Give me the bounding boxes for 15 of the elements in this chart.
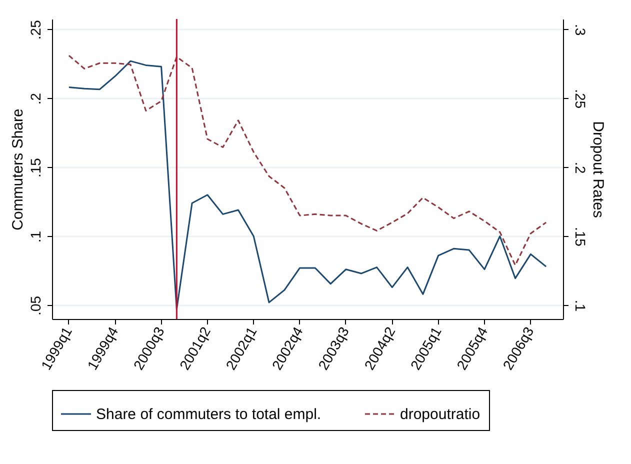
y2-tick-label: .25 (572, 89, 588, 109)
y2-tick-label: .1 (572, 300, 588, 312)
y-tick-label: .05 (28, 296, 44, 316)
y2-axis-title: Dropout Rates (590, 121, 606, 218)
y2-tick-label: .3 (572, 24, 588, 36)
y-axis-title: Commuters Share (10, 108, 26, 230)
legend-label: Share of commuters to total empl. (96, 406, 322, 423)
y-tick-label: .2 (28, 92, 44, 105)
y-tick-label: .15 (28, 158, 44, 178)
y2-tick-label: .15 (572, 227, 588, 247)
line-series (68, 54, 547, 266)
y-tick-label: .25 (28, 20, 44, 40)
y-tick-label: .1 (28, 230, 44, 243)
y2-tick-label: .2 (572, 162, 588, 174)
legend-label: dropoutratio (400, 406, 480, 423)
